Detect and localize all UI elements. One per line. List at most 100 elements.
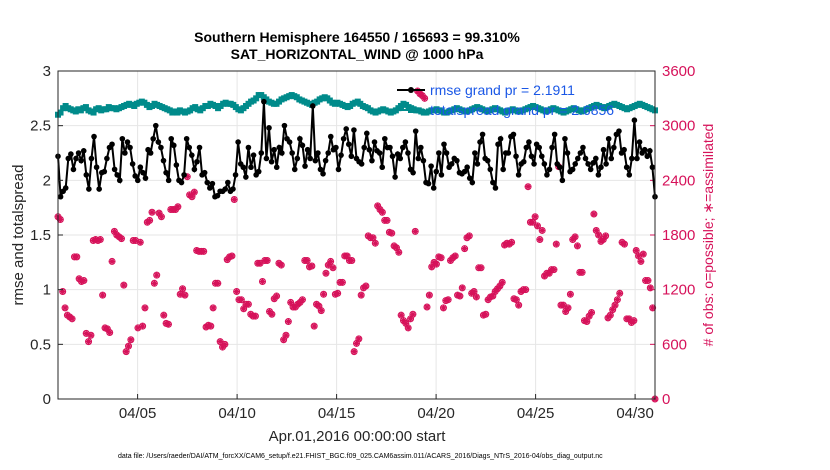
obs-assimilated-marker <box>68 315 76 323</box>
obs-assimilated-marker <box>90 237 97 244</box>
obs-assimilated-marker <box>508 239 515 246</box>
obs-point <box>637 257 645 265</box>
obs-assimilated-marker <box>348 257 355 264</box>
obs-assimilated-marker <box>590 210 598 218</box>
x-tick-label: 04/15 <box>318 405 356 422</box>
obs-assimilated-marker <box>423 303 431 311</box>
rmse-point <box>80 148 87 154</box>
rmse-point <box>608 155 615 162</box>
rmse-point <box>469 179 476 186</box>
obs-assimilated-marker <box>383 217 391 224</box>
obs-assimilated-marker <box>630 317 638 324</box>
obs-assimilated-marker <box>172 206 179 213</box>
rmse-point <box>492 185 499 191</box>
rmse-point <box>114 172 120 178</box>
obs-assimilated-marker <box>426 291 433 299</box>
obs-point <box>303 257 311 265</box>
obs-point <box>646 284 654 292</box>
obs-point <box>214 279 222 287</box>
obs-assimilated-marker <box>158 213 165 220</box>
obs-assimilated-marker <box>231 196 238 203</box>
rmse-point <box>425 180 432 187</box>
obs-point <box>139 322 147 330</box>
obs-assimilated-marker <box>256 260 264 267</box>
obs-point <box>179 285 187 293</box>
obs-assimilated-marker <box>162 320 170 327</box>
obs-assimilated-marker <box>85 338 92 345</box>
obs-point <box>595 231 603 239</box>
obs-assimilated-marker <box>209 304 217 312</box>
obs-assimilated-marker <box>308 262 316 270</box>
obs-assimilated-marker <box>193 247 200 254</box>
rmse-point <box>255 168 262 175</box>
obs-point <box>87 331 95 339</box>
obs-assimilated-marker <box>578 269 586 276</box>
obs-assimilated-marker <box>329 264 337 271</box>
obs-assimilated-marker <box>325 261 332 269</box>
rmse-point <box>626 172 633 178</box>
rmse-point <box>279 150 285 156</box>
rmse-point <box>448 161 455 167</box>
obs-assimilated-marker <box>466 232 473 240</box>
y-tick-label: 0.5 <box>30 336 51 353</box>
rmse-point <box>194 158 200 165</box>
rmse-point <box>158 144 164 151</box>
chart-title: Southern Hemisphere 164550 / 165693 = 99… <box>194 29 520 45</box>
obs-assimilated-marker <box>604 314 612 322</box>
obs-point <box>207 322 215 330</box>
obs-point <box>538 226 546 234</box>
rmse-point <box>371 139 378 145</box>
rmse-point <box>438 172 445 178</box>
rmse-point <box>201 169 208 176</box>
y-tick-label: 1 <box>43 282 51 299</box>
rmse-point <box>595 172 602 178</box>
y-tick-label: 2 <box>43 172 51 189</box>
obs-point <box>80 277 88 285</box>
rmse-point <box>294 155 301 162</box>
rmse-point <box>580 144 586 151</box>
obs-assimilated-marker <box>534 222 541 230</box>
rmse-point <box>487 166 494 173</box>
obs-assimilated-marker <box>97 236 104 243</box>
obs-point <box>573 242 581 250</box>
rmse-point <box>605 135 612 142</box>
obs-point <box>298 296 306 304</box>
obs-point <box>106 328 114 336</box>
obs-assimilated-marker <box>320 291 327 298</box>
rmse-point <box>338 152 344 158</box>
obs-assimilated-marker <box>405 324 412 332</box>
rmse-point <box>122 150 128 156</box>
obs-point <box>355 335 363 343</box>
rmse-point <box>472 150 478 156</box>
obs-point <box>522 286 530 294</box>
y2-tick-label: 3000 <box>662 118 695 135</box>
obs-assimilated-marker <box>571 233 579 241</box>
y-tick-label: 1.5 <box>30 227 51 244</box>
rmse-point <box>302 163 308 169</box>
obs-point <box>383 216 391 224</box>
rmse-point <box>96 186 102 192</box>
obs-assimilated-marker <box>214 280 222 287</box>
rmse-point <box>433 168 440 175</box>
rmse-point <box>464 164 470 171</box>
obs-assimilated-marker <box>595 231 602 239</box>
rmse-point <box>611 144 617 151</box>
obs-point <box>258 277 266 285</box>
rmse-point <box>68 151 74 157</box>
obs-assimilated-marker <box>635 252 642 260</box>
obs-assimilated-marker <box>266 308 273 315</box>
rmse-point <box>134 177 141 184</box>
rmse-point <box>585 161 591 167</box>
obs-point <box>150 279 158 287</box>
obs-assimilated-marker <box>397 311 405 319</box>
y2-tick-labels: 0 600 1200 1800 2400 3000 3600 <box>662 63 695 408</box>
obs-assimilated-marker <box>318 307 325 314</box>
rmse-point <box>333 144 339 151</box>
obs-point <box>233 287 241 295</box>
obs-point <box>588 308 596 316</box>
rmse-point <box>307 155 313 162</box>
obs-point <box>378 208 386 216</box>
rmse-point <box>556 164 563 171</box>
rmse-point <box>209 180 216 187</box>
rmse-point <box>634 155 640 162</box>
